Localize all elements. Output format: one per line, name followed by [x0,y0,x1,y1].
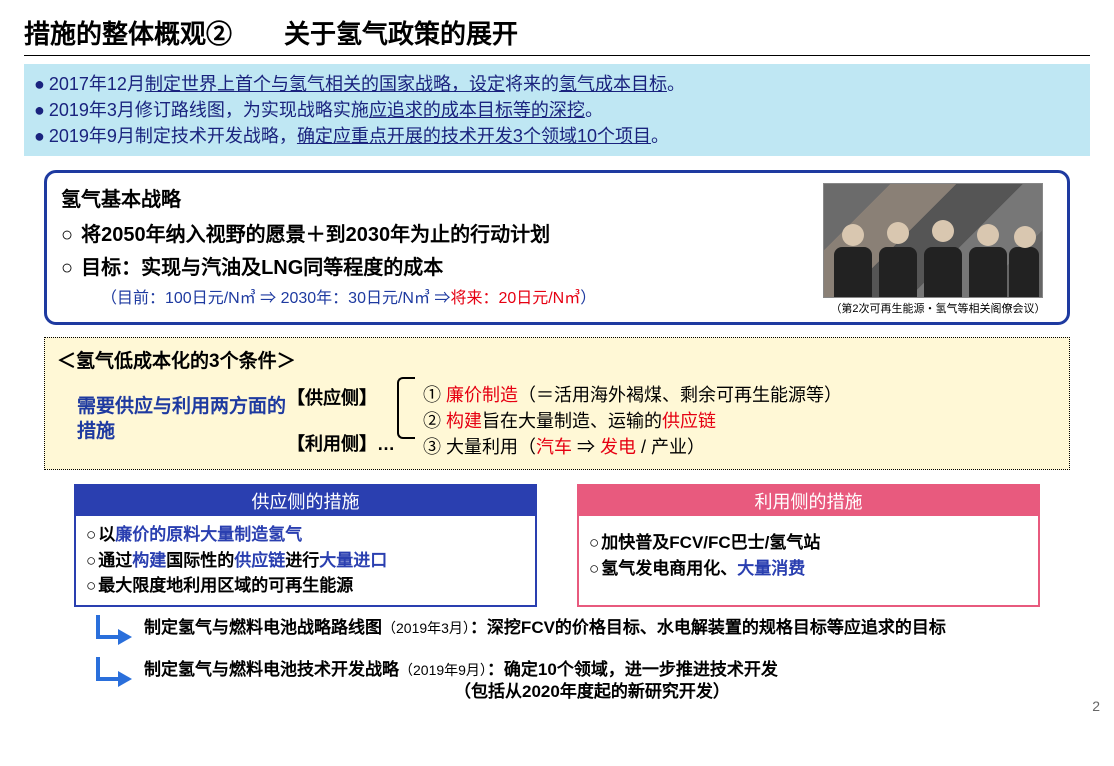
summary-line-1: ●2017年12月制定世界上首个与氢气相关的国家战略，设定将来的氢气成本目标。 [34,70,1080,96]
summary-box: ●2017年12月制定世界上首个与氢气相关的国家战略，设定将来的氢气成本目标。 … [24,64,1090,156]
use-header: 利用侧的措施 [579,486,1038,516]
title-underline [24,55,1090,56]
supply-header: 供应侧的措施 [76,486,535,516]
arrow-row-1: 制定氢气与燃料电池战略路线图（2019年3月）：深挖FCV的价格目标、水电解装置… [94,617,1090,653]
strategy-row-2: ○目标：实现与汽油及LNG同等程度的成本 [61,251,823,280]
strategy-heading: 氢气基本战略 [61,183,823,212]
use-line-1: ○加快普及FCV/FC巴士/氢气站 [589,530,1028,556]
supply-body: ○以廉价的原料大量制造氢气 ○通过构建国际性的供应链进行大量进口 ○最大限度地利… [76,516,535,605]
summary-line-2: ●2019年3月修订路线图，为实现战略实施应追求的成本目标等的深挖。 [34,96,1080,122]
supply-line-3: ○最大限度地利用区域的可再生能源 [86,573,525,599]
use-body: ○加快普及FCV/FC巴士/氢气站 ○氢气发电商用化、大量消费 [579,516,1038,587]
photo-caption: （第2次可再生能源・氢气等相关阁僚会议） [823,300,1053,316]
cost-target-line: （目前：100日元/N㎥ ⇒ 2030年：30日元/N㎥ ⇒将来：20日元/N㎥… [101,284,823,308]
condition-item-2: ② 构建旨在大量制造、运输的供应链 [423,407,1057,433]
bullet-dot-icon: ● [34,126,45,146]
supply-measures-box: 供应侧的措施 ○以廉价的原料大量制造氢气 ○通过构建国际性的供应链进行大量进口 … [74,484,537,607]
two-column-measures: 供应侧的措施 ○以廉价的原料大量制造氢气 ○通过构建国际性的供应链进行大量进口 … [74,484,1040,607]
photo-wrap: （第2次可再生能源・氢气等相关阁僚会议） [823,183,1053,316]
conditions-mid-labels: 【供应侧】 【利用侧】… [287,384,397,456]
conditions-items: ① 廉价制造（＝活用海外褐煤、剩余可再生能源等） ② 构建旨在大量制造、运输的供… [397,381,1057,459]
cabinet-meeting-photo [823,183,1043,298]
arrow-row-2: 制定氢气与燃料电池技术开发战略（2019年9月）：确定10个领域，进一步推进技术… [94,659,1090,705]
strategy-text: 氢气基本战略 ○将2050年纳入视野的愿景＋到2030年为止的行动计划 ○目标：… [61,183,823,316]
arrow-text-1: 制定氢气与燃料电池战略路线图（2019年3月）：深挖FCV的价格目标、水电解装置… [144,617,1090,640]
supply-line-2: ○通过构建国际性的供应链进行大量进口 [86,548,525,574]
use-measures-box: 利用侧的措施 ○加快普及FCV/FC巴士/氢气站 ○氢气发电商用化、大量消费 [577,484,1040,607]
use-line-2: ○氢气发电商用化、大量消费 [589,556,1028,582]
slide-title: 措施的整体概观② 关于氢气政策的展开 [24,14,1090,51]
condition-item-3: ③ 大量利用（汽车 ⇒ 发电 / 产业） [423,433,1057,459]
strategy-panel: 氢气基本战略 ○将2050年纳入视野的愿景＋到2030年为止的行动计划 ○目标：… [44,170,1070,325]
conditions-panel: ＜氢气低成本化的3个条件＞ 需要供应与利用两方面的措施 【供应侧】 【利用侧】…… [44,337,1070,470]
down-right-arrow-icon [94,613,134,653]
conditions-left-text: 需要供应与利用两方面的措施 [57,395,287,444]
conditions-heading: ＜氢气低成本化的3个条件＞ [57,346,1057,373]
supply-line-1: ○以廉价的原料大量制造氢气 [86,522,525,548]
down-right-arrow-icon [94,655,134,695]
strategy-row-1: ○将2050年纳入视野的愿景＋到2030年为止的行动计划 [61,218,823,247]
left-brace-icon [397,377,415,439]
summary-line-3: ●2019年9月制定技术开发战略，确定应重点开展的技术开发3个领域10个项目。 [34,122,1080,148]
arrow-text-2: 制定氢气与燃料电池技术开发战略（2019年9月）：确定10个领域，进一步推进技术… [144,659,1090,705]
bullet-dot-icon: ● [34,74,45,94]
bullet-dot-icon: ● [34,100,45,120]
page-number: 2 [1092,698,1100,714]
condition-item-1: ① 廉价制造（＝活用海外褐煤、剩余可再生能源等） [423,381,1057,407]
